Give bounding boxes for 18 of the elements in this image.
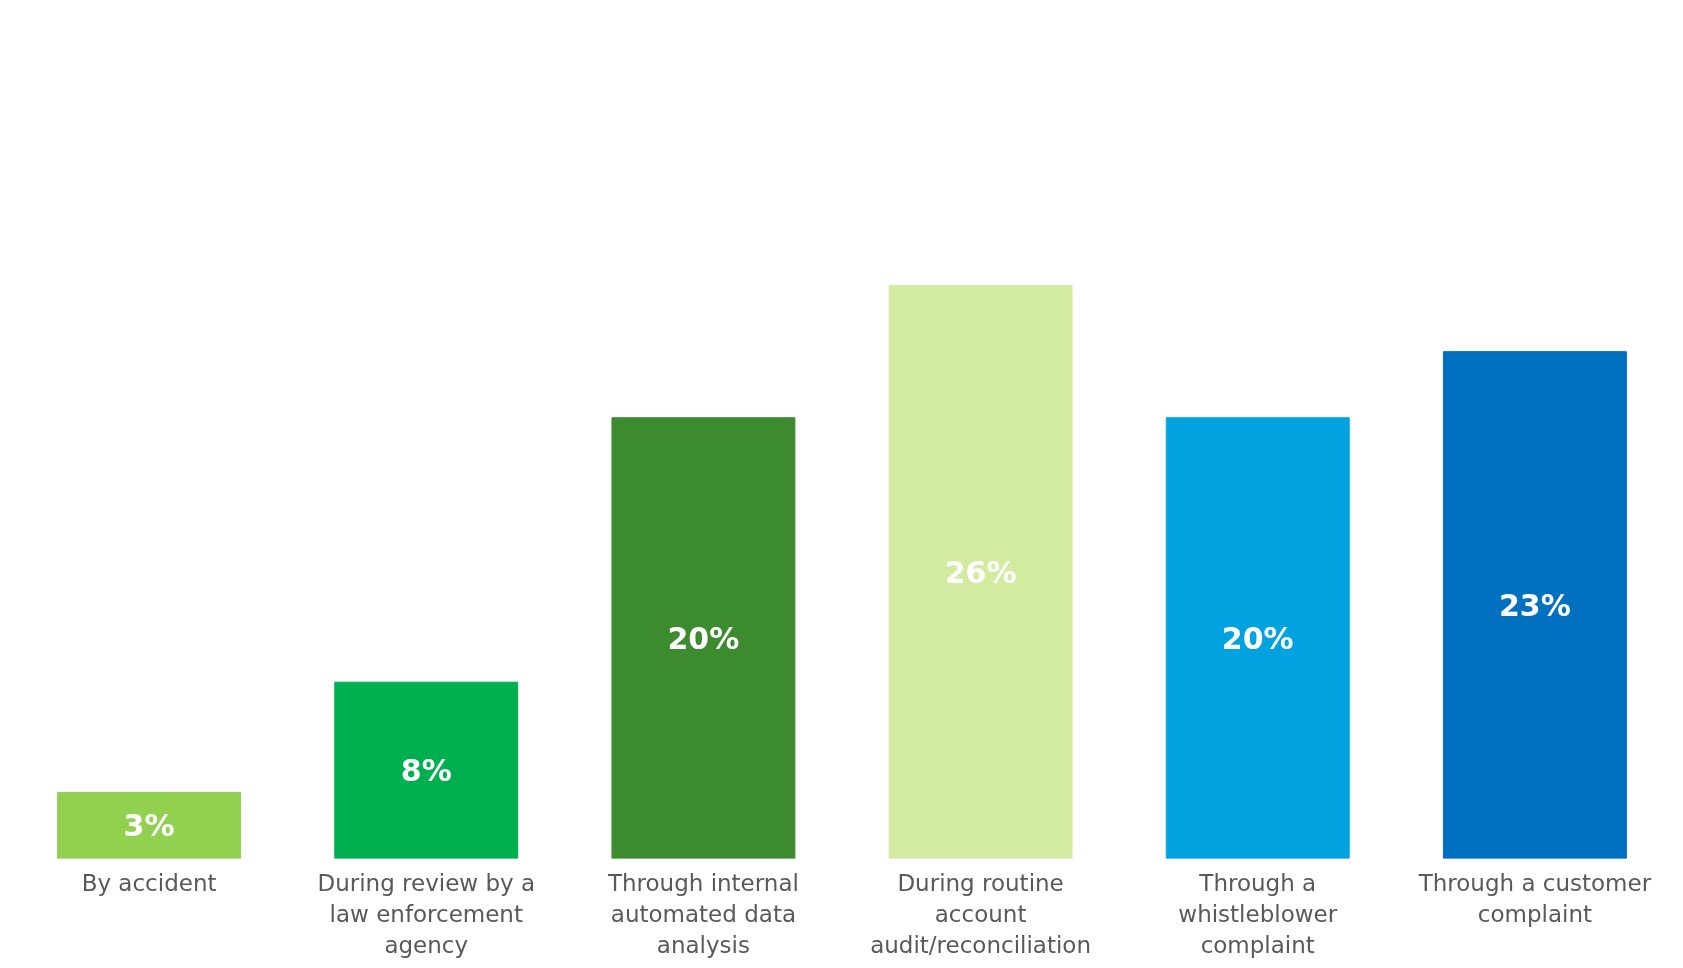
data-label: 20% — [1221, 620, 1294, 656]
data-label: 3% — [123, 807, 175, 843]
x-tick-label: During routine account audit/reconciliation — [870, 869, 1091, 958]
data-label: 8% — [400, 752, 452, 788]
data-label: 20% — [667, 620, 740, 656]
bar — [1165, 417, 1350, 859]
x-tick-label: During review by a law enforcement agency — [317, 869, 536, 958]
bar — [611, 417, 796, 859]
x-tick-label: By accident — [81, 869, 217, 896]
x-tick-label: Through a whistleblower complaint — [1178, 869, 1338, 958]
bar — [888, 285, 1073, 859]
x-tick-label: Through a customer complaint — [1417, 869, 1652, 927]
bar — [334, 681, 519, 859]
data-label: 23% — [1499, 587, 1571, 623]
data-label: 26% — [944, 554, 1017, 590]
bar — [1442, 351, 1627, 859]
bar — [57, 791, 242, 859]
x-tick-label: Through internal automated data analysis — [606, 869, 799, 958]
